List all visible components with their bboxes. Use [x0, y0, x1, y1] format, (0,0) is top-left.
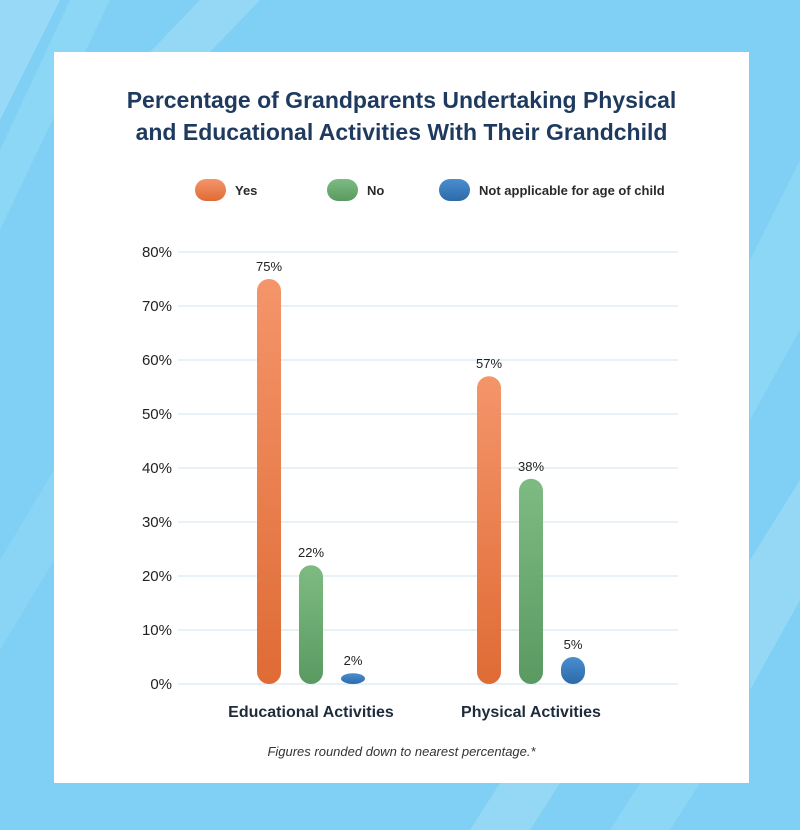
- chart-footnote: Figures rounded down to nearest percenta…: [267, 744, 536, 759]
- bar-value-label: 57%: [476, 356, 502, 371]
- legend-label-not-applicable: Not applicable for age of child: [479, 182, 665, 198]
- chart-card: Percentage of Grandparents Undertaking P…: [54, 52, 749, 783]
- bar: [519, 478, 543, 684]
- y-tick-label: 0%: [150, 676, 172, 693]
- y-tick-label: 30%: [142, 514, 172, 531]
- legend-item-yes: Yes: [195, 178, 257, 202]
- y-tick-label: 50%: [142, 406, 172, 423]
- y-tick-label: 20%: [142, 568, 172, 585]
- chart-legend: Yes No Not applicable for age of child: [54, 178, 749, 202]
- x-category-label: Physical Activities: [461, 704, 601, 721]
- chart-title-line-1: Percentage of Grandparents Undertaking P…: [126, 87, 677, 113]
- bar: [257, 279, 281, 684]
- bar: [477, 376, 501, 684]
- y-tick-label: 70%: [142, 298, 172, 315]
- legend-label-no: No: [367, 182, 385, 198]
- y-tick-label: 10%: [142, 622, 172, 639]
- chart-title: Percentage of Grandparents Undertaking P…: [54, 84, 749, 148]
- bar-value-label: 2%: [344, 653, 363, 668]
- legend-swatch-not-applicable: [439, 179, 470, 201]
- bar: [299, 565, 323, 684]
- y-tick-label: 40%: [142, 460, 172, 477]
- legend-label-yes: Yes: [235, 182, 258, 198]
- bar-value-label: 5%: [564, 637, 583, 652]
- chart-title-line-2: and Educational Activities With Their Gr…: [135, 119, 668, 145]
- y-tick-label: 80%: [142, 244, 172, 261]
- legend-swatch-yes: [195, 179, 226, 201]
- bar: [341, 673, 365, 684]
- y-tick-label: 60%: [142, 352, 172, 369]
- bar: [561, 657, 585, 684]
- x-category-label: Educational Activities: [228, 704, 394, 721]
- chart-plot: 0% 10% 20% 30% 40% 50% 60% 70% 80% 75% 22% 2% Educat…: [142, 244, 678, 721]
- bar-value-label: 75%: [256, 259, 282, 274]
- bar-value-label: 38%: [518, 459, 544, 474]
- bar-value-label: 22%: [298, 545, 324, 560]
- legend-item-no: No: [327, 178, 384, 202]
- legend-swatch-no: [327, 179, 358, 201]
- legend-item-not-applicable: Not applicable for age of child: [439, 178, 665, 202]
